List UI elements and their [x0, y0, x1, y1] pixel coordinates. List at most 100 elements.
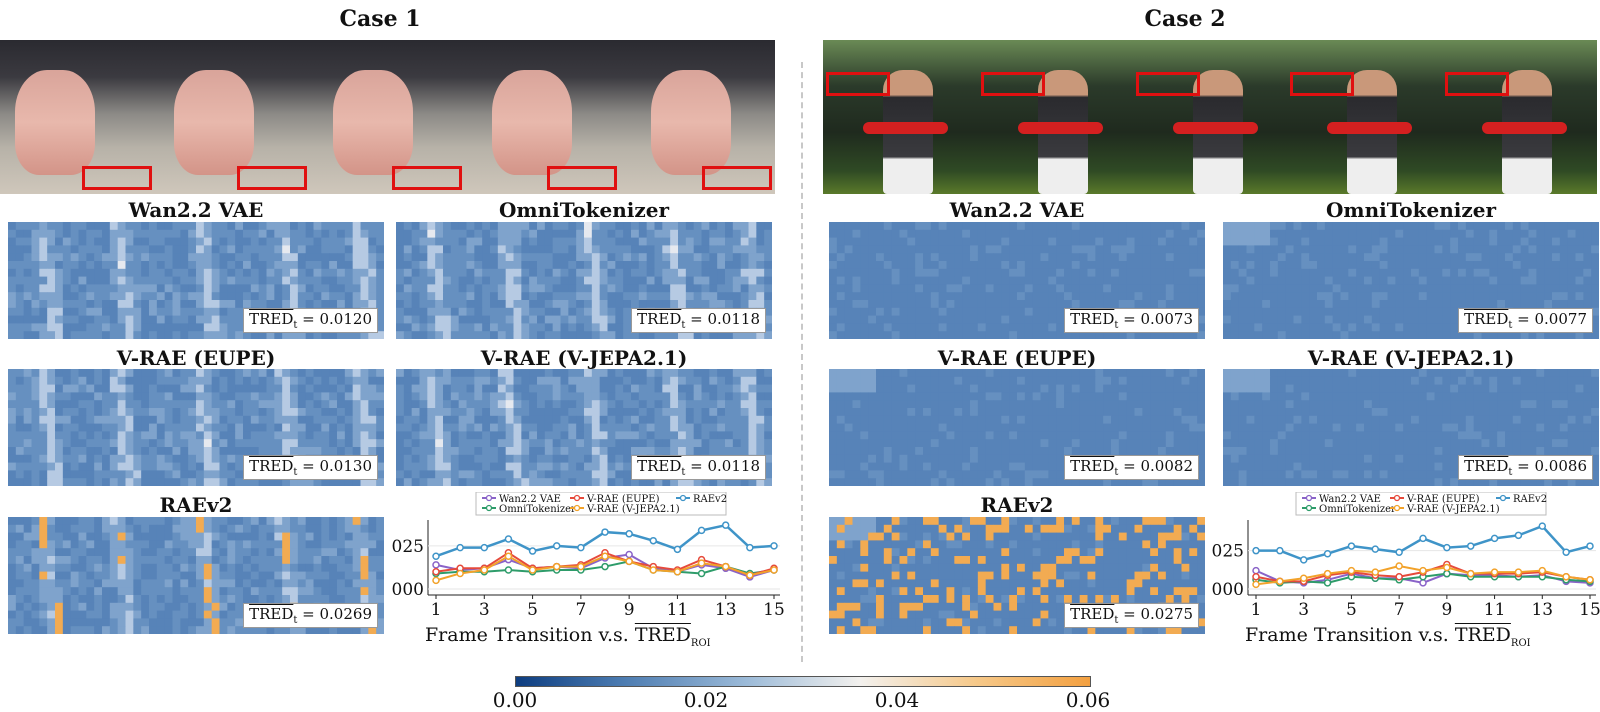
- heatmap-cell: [235, 292, 244, 301]
- heatmap-cell: [427, 454, 436, 463]
- heatmap-cell: [227, 300, 236, 309]
- heatmap-cell: [576, 454, 585, 463]
- heatmap-cell: [891, 261, 900, 270]
- heatmap-cell: [78, 323, 87, 332]
- heatmap-cell: [740, 222, 749, 231]
- heatmap-cell: [1017, 261, 1026, 270]
- heatmap-cell: [172, 237, 181, 246]
- heatmap-cell: [70, 532, 79, 541]
- heatmap-cell: [1048, 237, 1057, 246]
- heatmap-cell: [86, 470, 95, 479]
- heatmap-cell: [1079, 284, 1088, 293]
- heatmap-cell: [1395, 268, 1404, 277]
- heatmap-cell: [344, 392, 354, 401]
- heatmap-cell: [732, 245, 742, 254]
- heatmap-cell: [403, 423, 413, 432]
- heatmap-cell: [505, 331, 514, 339]
- heatmap-cell: [923, 237, 932, 246]
- heatmap-cell: [1181, 222, 1190, 231]
- heatmap-cell: [149, 563, 158, 572]
- heatmap-cell: [55, 602, 64, 611]
- heatmap-cell: [55, 447, 64, 456]
- heatmap-cell: [156, 245, 166, 254]
- heatmap-cell: [297, 517, 307, 526]
- heatmap-cell: [376, 454, 384, 463]
- heatmap-cell: [1001, 237, 1010, 246]
- heatmap-cell: [180, 610, 189, 619]
- heatmap-cell: [282, 408, 291, 417]
- heatmap-cell: [1591, 300, 1599, 309]
- heatmap-cell: [31, 300, 40, 309]
- heatmap-cell: [450, 323, 460, 332]
- heatmap-cell: [31, 284, 40, 293]
- heatmap-cell: [1071, 253, 1081, 262]
- heatmap-cell: [102, 478, 111, 486]
- heatmap-cell: [78, 392, 87, 401]
- heatmap-cell: [23, 300, 32, 309]
- roi-box: [237, 166, 307, 190]
- heatmap-cell: [544, 369, 554, 378]
- heatmap-cell: [654, 300, 663, 309]
- heatmap-cell: [321, 415, 330, 424]
- heatmap-cell: [1520, 245, 1529, 254]
- heatmap-cell: [172, 540, 181, 549]
- heatmap-cell: [102, 447, 111, 456]
- heatmap-cell: [584, 229, 593, 238]
- heatmap-cell: [868, 222, 877, 231]
- heatmap-cell: [1223, 268, 1232, 277]
- heatmap-cell: [560, 222, 569, 231]
- heatmap-cell: [149, 384, 158, 393]
- heatmap-cell: [732, 237, 742, 246]
- heatmap-cell: [544, 400, 554, 409]
- heatmap-cell: [505, 478, 514, 486]
- heatmap-cell: [482, 245, 491, 254]
- heatmap-cell: [443, 307, 452, 316]
- heatmap-cell: [403, 369, 413, 378]
- heatmap-cell: [1505, 261, 1514, 270]
- heatmap-cell: [344, 439, 354, 448]
- heatmap-cell: [1238, 237, 1247, 246]
- heatmap-cell: [266, 595, 275, 604]
- heatmap-cell: [266, 431, 275, 440]
- heatmap-cell: [1223, 300, 1232, 309]
- heatmap-cell: [732, 229, 742, 238]
- heatmap-cell: [1559, 300, 1569, 309]
- heatmap-cell: [717, 478, 726, 486]
- heatmap-cell: [70, 556, 79, 565]
- heatmap-cell: [544, 462, 554, 471]
- heatmap-cell: [662, 300, 671, 309]
- heatmap-cell: [396, 454, 405, 463]
- heatmap-cell: [852, 268, 861, 277]
- heatmap-cell: [172, 292, 181, 301]
- heatmap-cell: [1158, 284, 1167, 293]
- heatmap-cell: [1270, 261, 1279, 270]
- heatmap-cell: [1142, 245, 1151, 254]
- heatmap-cell: [305, 540, 314, 549]
- heatmap-cell: [466, 423, 475, 432]
- heatmap-cell: [748, 415, 757, 424]
- heatmap-cell: [1348, 237, 1357, 246]
- heatmap-cell: [458, 408, 467, 417]
- heatmap-cell: [156, 579, 166, 588]
- heatmap-cell: [250, 276, 260, 285]
- heatmap-cell: [1348, 253, 1357, 262]
- heatmap-cell: [1246, 292, 1255, 301]
- heatmap-cell: [78, 400, 87, 409]
- heatmap-cell: [529, 323, 538, 332]
- heatmap-cell: [1071, 237, 1081, 246]
- heatmap-cell: [360, 392, 369, 401]
- heatmap-cell: [930, 229, 940, 238]
- heatmap-cell: [156, 556, 166, 565]
- heatmap-cell: [954, 253, 963, 262]
- heatmap-cell: [1371, 300, 1381, 309]
- heatmap-cell: [482, 439, 491, 448]
- heatmap-cell: [544, 253, 554, 262]
- heatmap-cell: [266, 478, 275, 486]
- heatmap-cell: [47, 300, 56, 309]
- heatmap-cell: [560, 447, 569, 456]
- heatmap-cell: [1505, 284, 1514, 293]
- heatmap-cell: [576, 300, 585, 309]
- heatmap-cell: [693, 376, 702, 385]
- heatmap-cell: [591, 300, 601, 309]
- heatmap-cell: [86, 579, 95, 588]
